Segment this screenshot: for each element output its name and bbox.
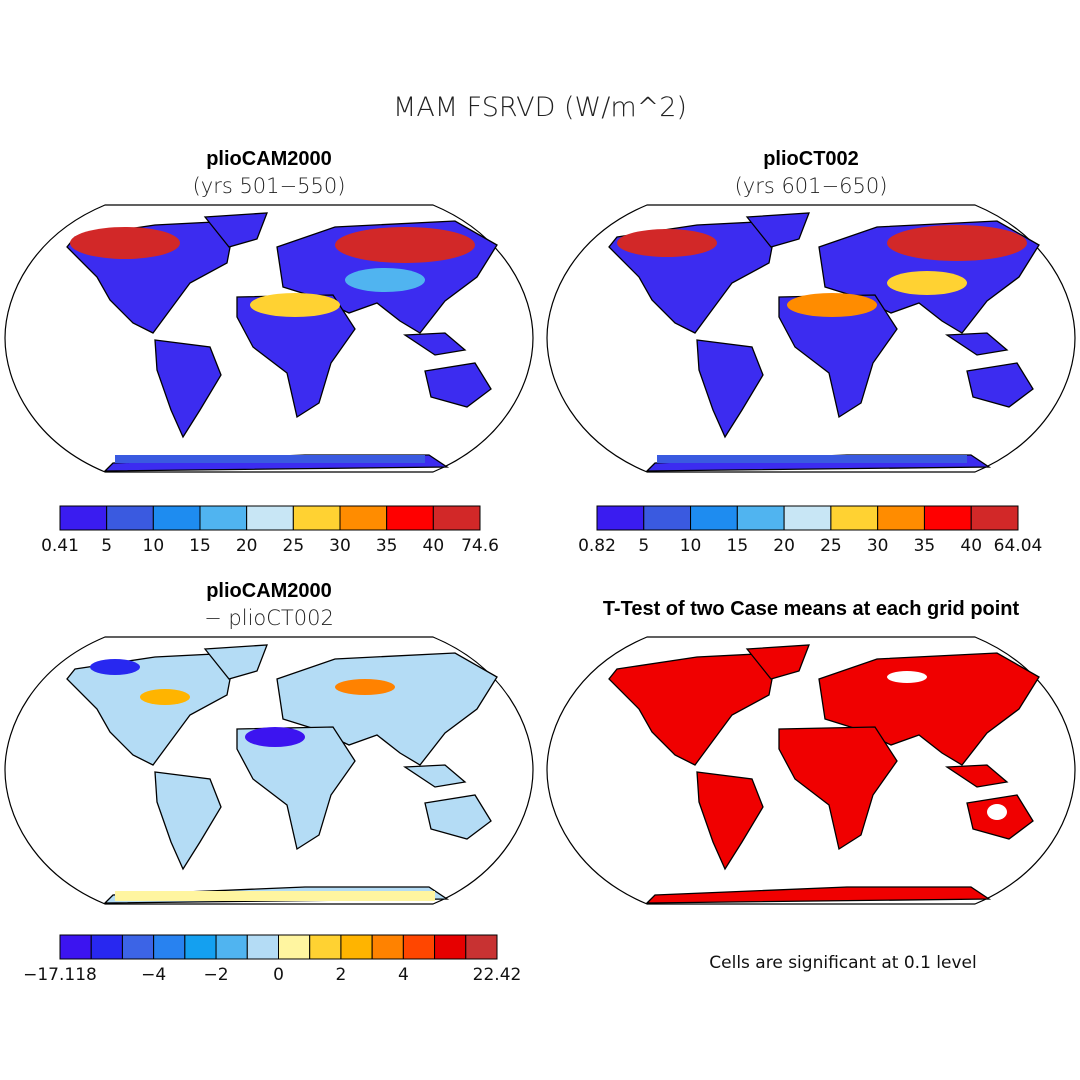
colorbar-box: [59, 934, 92, 960]
colorbar-box: [106, 505, 154, 531]
colorbar-box: [199, 505, 248, 531]
colorbar-label: 15: [189, 536, 211, 556]
map-panel: [546, 636, 1076, 905]
colorbar-label: 20: [773, 536, 795, 556]
colorbar-label: 22.42: [473, 965, 522, 985]
colorbar-box: [736, 505, 785, 531]
colorbar-label: 35: [914, 536, 936, 556]
colorbar-label: 30: [867, 536, 889, 556]
colorbar-label: 25: [283, 536, 305, 556]
panel-title: plioCT002: [763, 148, 859, 170]
map-panel: [546, 204, 1076, 473]
colorbar-box: [246, 934, 280, 960]
colorbar-label: 20: [236, 536, 258, 556]
colorbar-label: 4: [398, 965, 409, 985]
colorbar-label: 2: [336, 965, 347, 985]
colorbar-label: 40: [960, 536, 982, 556]
footnote: Cells are significant at 0.1 level: [709, 953, 976, 973]
colorbar-box: [690, 505, 738, 531]
colorbar-box: [465, 934, 498, 960]
colorbar-label: −17.118: [23, 965, 97, 985]
colorbar-box: [970, 505, 1019, 531]
colorbar-box: [432, 505, 481, 531]
colorbar-box: [643, 505, 692, 531]
colorbar-box: [371, 934, 404, 960]
colorbar-label: 64.04: [994, 536, 1043, 556]
colorbar-box: [152, 505, 201, 531]
colorbar-box: [246, 505, 294, 531]
colorbar-box: [59, 505, 108, 531]
colorbar-box: [153, 934, 186, 960]
map-panel: [4, 204, 534, 473]
figure-title: MAM FSRVD (W/m^2): [393, 92, 687, 123]
panel-subtitle: (yrs 601−650): [735, 174, 888, 198]
colorbar-label: 0.41: [41, 536, 79, 556]
panel-subtitle: (yrs 501−550): [193, 174, 346, 198]
colorbar-box: [184, 934, 217, 960]
colorbar-label: −4: [141, 965, 166, 985]
colorbar-label: 74.6: [461, 536, 499, 556]
colorbar-box: [830, 505, 879, 531]
panel-title: T-Test of two Case means at each grid po…: [603, 598, 1020, 620]
colorbar-label: −2: [204, 965, 229, 985]
map-panel: [4, 636, 534, 905]
colorbar-label: 30: [329, 536, 351, 556]
colorbar-box: [783, 505, 832, 531]
colorbar-label: 0: [273, 965, 284, 985]
colorbar-box: [309, 934, 342, 960]
colorbar-box: [278, 934, 311, 960]
colorbar-box: [121, 934, 155, 960]
colorbar-label: 35: [376, 536, 398, 556]
colorbar-box: [402, 934, 436, 960]
colorbar-label: 5: [101, 536, 112, 556]
panel-subtitle: − plioCT002: [204, 606, 334, 630]
colorbar-box: [596, 505, 645, 531]
colorbar-box: [923, 505, 972, 531]
colorbar-label: 10: [143, 536, 165, 556]
colorbar-box: [340, 934, 373, 960]
colorbar-label: 0.82: [578, 536, 616, 556]
colorbar-box: [339, 505, 388, 531]
panel-title: plioCAM2000: [206, 580, 332, 602]
colorbar-box: [90, 934, 123, 960]
colorbar-box: [877, 505, 925, 531]
colorbar-label: 40: [423, 536, 445, 556]
colorbar-label: 5: [638, 536, 649, 556]
colorbar-box: [292, 505, 341, 531]
colorbar-label: 10: [680, 536, 702, 556]
colorbar-box: [434, 934, 467, 960]
colorbar-label: 15: [727, 536, 749, 556]
colorbar-box: [215, 934, 248, 960]
panel-title: plioCAM2000: [206, 148, 332, 170]
colorbar-box: [386, 505, 434, 531]
colorbar-label: 25: [820, 536, 842, 556]
